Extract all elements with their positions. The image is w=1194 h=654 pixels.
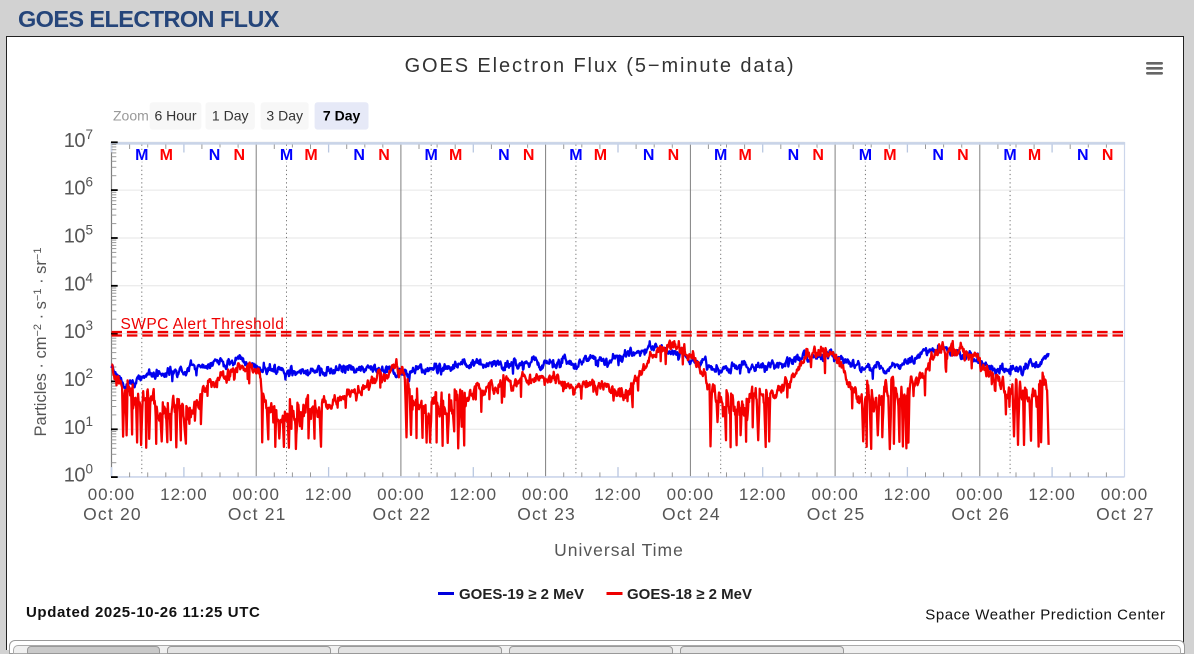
svg-text:M: M: [1028, 147, 1041, 164]
svg-text:N: N: [668, 147, 680, 164]
svg-text:N: N: [788, 147, 800, 164]
svg-text:N: N: [498, 147, 510, 164]
svg-text:N: N: [209, 147, 221, 164]
svg-text:N: N: [234, 147, 246, 164]
svg-text:00:00: 00:00: [88, 485, 136, 504]
svg-text:2: 2: [86, 366, 94, 381]
svg-text:M: M: [594, 147, 607, 164]
svg-text:12:00: 12:00: [594, 485, 642, 504]
svg-text:N: N: [1077, 147, 1089, 164]
svg-text:Oct 27: Oct 27: [1096, 504, 1155, 524]
svg-text:M: M: [859, 147, 872, 164]
svg-text:10: 10: [64, 417, 86, 439]
svg-text:N: N: [523, 147, 535, 164]
svg-text:N: N: [957, 147, 969, 164]
svg-text:00:00: 00:00: [956, 485, 1004, 504]
svg-text:M: M: [714, 147, 727, 164]
svg-text:M: M: [883, 147, 896, 164]
svg-text:10: 10: [64, 321, 86, 343]
svg-text:5: 5: [86, 223, 94, 238]
svg-text:N: N: [932, 147, 944, 164]
svg-text:Zoom: Zoom: [113, 108, 149, 124]
svg-text:00:00: 00:00: [1101, 485, 1149, 504]
svg-text:00:00: 00:00: [667, 485, 715, 504]
svg-text:10: 10: [64, 178, 86, 200]
svg-text:M: M: [280, 147, 293, 164]
svg-text:10: 10: [64, 226, 86, 248]
svg-text:1: 1: [86, 414, 94, 429]
svg-text:N: N: [378, 147, 390, 164]
svg-text:12:00: 12:00: [739, 485, 787, 504]
svg-text:Oct 21: Oct 21: [228, 504, 287, 524]
svg-text:Oct 22: Oct 22: [373, 504, 432, 524]
svg-text:N: N: [643, 147, 655, 164]
svg-text:00:00: 00:00: [377, 485, 425, 504]
svg-text:Oct 25: Oct 25: [807, 504, 866, 524]
svg-text:Oct 24: Oct 24: [662, 504, 721, 524]
svg-text:Updated 2025-10-26 11:25 UTC: Updated 2025-10-26 11:25 UTC: [26, 604, 260, 621]
svg-text:12:00: 12:00: [305, 485, 353, 504]
svg-text:00:00: 00:00: [811, 485, 859, 504]
svg-text:6 Hour: 6 Hour: [154, 108, 196, 124]
svg-text:SWPC Alert Threshold: SWPC Alert Threshold: [121, 316, 285, 333]
svg-text:12:00: 12:00: [160, 485, 208, 504]
svg-text:7: 7: [86, 127, 94, 142]
svg-text:GOES‑19 ≥ 2 MeV: GOES‑19 ≥ 2 MeV: [459, 586, 584, 603]
svg-text:Universal Time: Universal Time: [554, 540, 684, 560]
svg-text:3: 3: [86, 318, 94, 333]
svg-text:12:00: 12:00: [450, 485, 498, 504]
svg-text:N: N: [1102, 147, 1114, 164]
svg-text:GOES Electron Flux (5−minute d: GOES Electron Flux (5−minute data): [405, 55, 796, 77]
svg-text:12:00: 12:00: [1028, 485, 1076, 504]
svg-text:10: 10: [64, 465, 86, 487]
svg-text:10: 10: [64, 369, 86, 391]
svg-text:3 Day: 3 Day: [266, 108, 303, 124]
svg-text:Oct 23: Oct 23: [517, 504, 576, 524]
svg-text:N: N: [812, 147, 824, 164]
svg-text:1 Day: 1 Day: [212, 108, 249, 124]
svg-text:00:00: 00:00: [522, 485, 570, 504]
svg-text:12:00: 12:00: [884, 485, 932, 504]
svg-text:M: M: [135, 147, 148, 164]
svg-text:7 Day: 7 Day: [323, 108, 361, 124]
svg-text:Space Weather Prediction Cente: Space Weather Prediction Center: [925, 607, 1165, 624]
svg-text:M: M: [739, 147, 752, 164]
svg-text:Oct 20: Oct 20: [83, 504, 142, 524]
svg-text:10: 10: [64, 273, 86, 295]
svg-text:GOES‑18 ≥ 2 MeV: GOES‑18 ≥ 2 MeV: [627, 586, 752, 603]
svg-text:4: 4: [86, 270, 94, 285]
svg-text:M: M: [569, 147, 582, 164]
svg-text:6: 6: [86, 175, 94, 190]
svg-text:M: M: [449, 147, 462, 164]
svg-text:M: M: [425, 147, 438, 164]
svg-text:M: M: [1003, 147, 1016, 164]
svg-text:N: N: [353, 147, 365, 164]
svg-text:M: M: [160, 147, 173, 164]
svg-text:0: 0: [86, 462, 94, 477]
svg-text:00:00: 00:00: [232, 485, 280, 504]
svg-text:Particles · cm−2 · s−1 · sr−1: Particles · cm−2 · s−1 · sr−1: [32, 248, 50, 437]
svg-text:M: M: [304, 147, 317, 164]
svg-text:Oct 26: Oct 26: [951, 504, 1010, 524]
svg-text:10: 10: [64, 130, 86, 152]
